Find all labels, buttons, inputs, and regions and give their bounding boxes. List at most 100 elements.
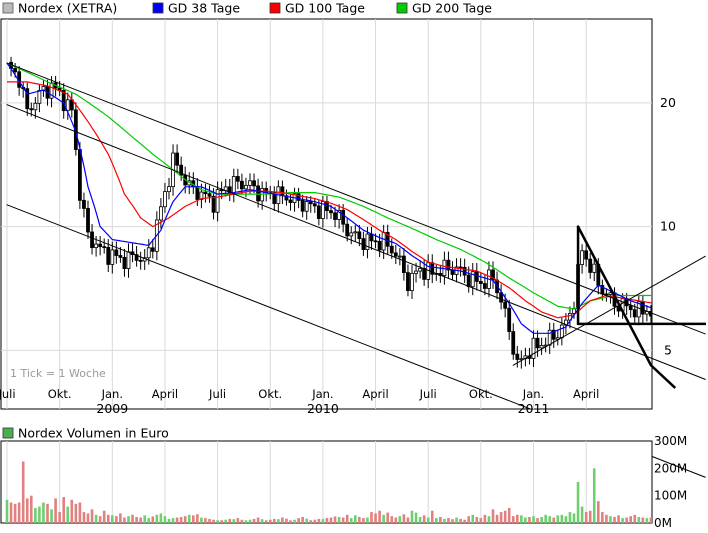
volume-bar	[422, 515, 426, 523]
candle-body	[628, 305, 633, 311]
candle-body	[163, 191, 167, 208]
volume-bar	[443, 518, 446, 523]
x-tick-label: Jan.	[311, 387, 333, 401]
volume-bar	[70, 499, 74, 523]
volume-y-axis: 0M 100M 200M 300M	[654, 434, 687, 530]
volume-bar	[572, 513, 576, 523]
volume-bar	[131, 514, 134, 523]
candle-body	[503, 301, 508, 309]
volume-bar	[25, 498, 29, 523]
gd100-line	[7, 81, 652, 319]
x-tick-label: Jan.	[101, 387, 123, 401]
volume-bar	[74, 503, 78, 523]
candle-body	[244, 184, 248, 190]
volume-bar	[366, 517, 369, 523]
candle-body	[640, 301, 645, 315]
volume-bar	[499, 512, 503, 523]
volume-bar	[475, 516, 479, 523]
volume-bar	[426, 517, 430, 523]
candle-body	[397, 255, 402, 258]
candle-body	[207, 193, 212, 197]
volume-bar	[90, 509, 94, 523]
x-tick-label: Okt.	[48, 387, 72, 401]
channel-extension-0	[651, 312, 706, 335]
candle-body	[150, 247, 155, 252]
volume-bar	[471, 514, 475, 523]
candle-body	[333, 212, 337, 220]
volume-bar	[503, 510, 507, 523]
volume-bar	[649, 517, 652, 523]
legend-label-gd38: GD 38 Tage	[168, 1, 240, 16]
candle-body	[584, 250, 589, 260]
candle-body	[482, 283, 487, 289]
candle-body	[406, 272, 410, 292]
volume-bar	[78, 502, 82, 523]
trendline-6	[576, 225, 652, 367]
volume-bar	[358, 516, 361, 523]
volume-bar	[159, 513, 163, 523]
x-tick-label: Jan.	[522, 387, 544, 401]
volume-bar	[297, 518, 300, 523]
volume-bar	[244, 520, 248, 523]
legend-label-nordex: Nordex (XETRA)	[18, 1, 117, 16]
volume-bar	[495, 514, 499, 523]
x-tick-label: April	[152, 387, 178, 401]
volume-bar	[447, 518, 450, 523]
candle-body	[110, 249, 115, 265]
volume-bar	[337, 516, 341, 523]
candle-body	[90, 231, 94, 249]
volume-bar	[46, 503, 49, 523]
volume-bar	[115, 516, 118, 523]
channel-extension-3	[651, 255, 706, 287]
candle-body	[608, 292, 613, 295]
volume-bar	[588, 510, 592, 523]
volume-bar	[147, 518, 151, 523]
candle-body	[158, 206, 163, 221]
candle-body	[86, 208, 90, 233]
candle-body	[478, 280, 483, 284]
x-year-label: 2011	[518, 401, 550, 416]
volume-bar	[386, 512, 389, 523]
volume-bar	[354, 515, 357, 523]
candle-body	[442, 259, 447, 276]
volume-bar	[94, 514, 98, 523]
candle-body	[588, 258, 593, 273]
volume-bar	[13, 503, 17, 523]
volume-bar	[281, 517, 284, 523]
candle-body	[519, 358, 524, 361]
candle-body	[466, 274, 471, 288]
candle-body	[349, 232, 354, 237]
volume-bar	[633, 514, 637, 523]
volume-y-tick-label: 200M	[654, 461, 687, 475]
candle-body	[78, 149, 82, 201]
volume-bar	[305, 518, 308, 523]
candle-body	[175, 152, 180, 166]
volume-bar	[528, 516, 531, 523]
volume-bar	[601, 512, 604, 523]
volume-bar	[641, 517, 645, 523]
candle-body	[231, 176, 236, 194]
candle-body	[559, 324, 564, 339]
volume-bar	[597, 501, 600, 523]
candle-body	[29, 108, 34, 111]
x-tick-label: April	[573, 387, 599, 401]
volume-bar	[560, 514, 564, 523]
candle-body	[146, 247, 151, 259]
volume-plot-frame	[0, 440, 653, 524]
volume-bar	[629, 516, 632, 523]
candle-body	[320, 201, 325, 219]
candle-body	[138, 259, 143, 262]
candle-body	[418, 267, 423, 272]
candle-body	[199, 191, 204, 200]
volume-panel: 0M 100M 200M 300M	[0, 434, 687, 530]
candle-body	[345, 223, 350, 237]
volume-bar	[410, 510, 414, 523]
candle-body	[288, 199, 293, 203]
volume-bar	[9, 502, 13, 523]
volume-bar	[378, 510, 381, 523]
candle-body	[312, 203, 317, 207]
legend-swatch-gd38	[152, 2, 164, 14]
legend-swatch-gd100	[269, 2, 281, 14]
y-tick-label: 20	[660, 95, 676, 110]
candle-body	[410, 272, 414, 292]
